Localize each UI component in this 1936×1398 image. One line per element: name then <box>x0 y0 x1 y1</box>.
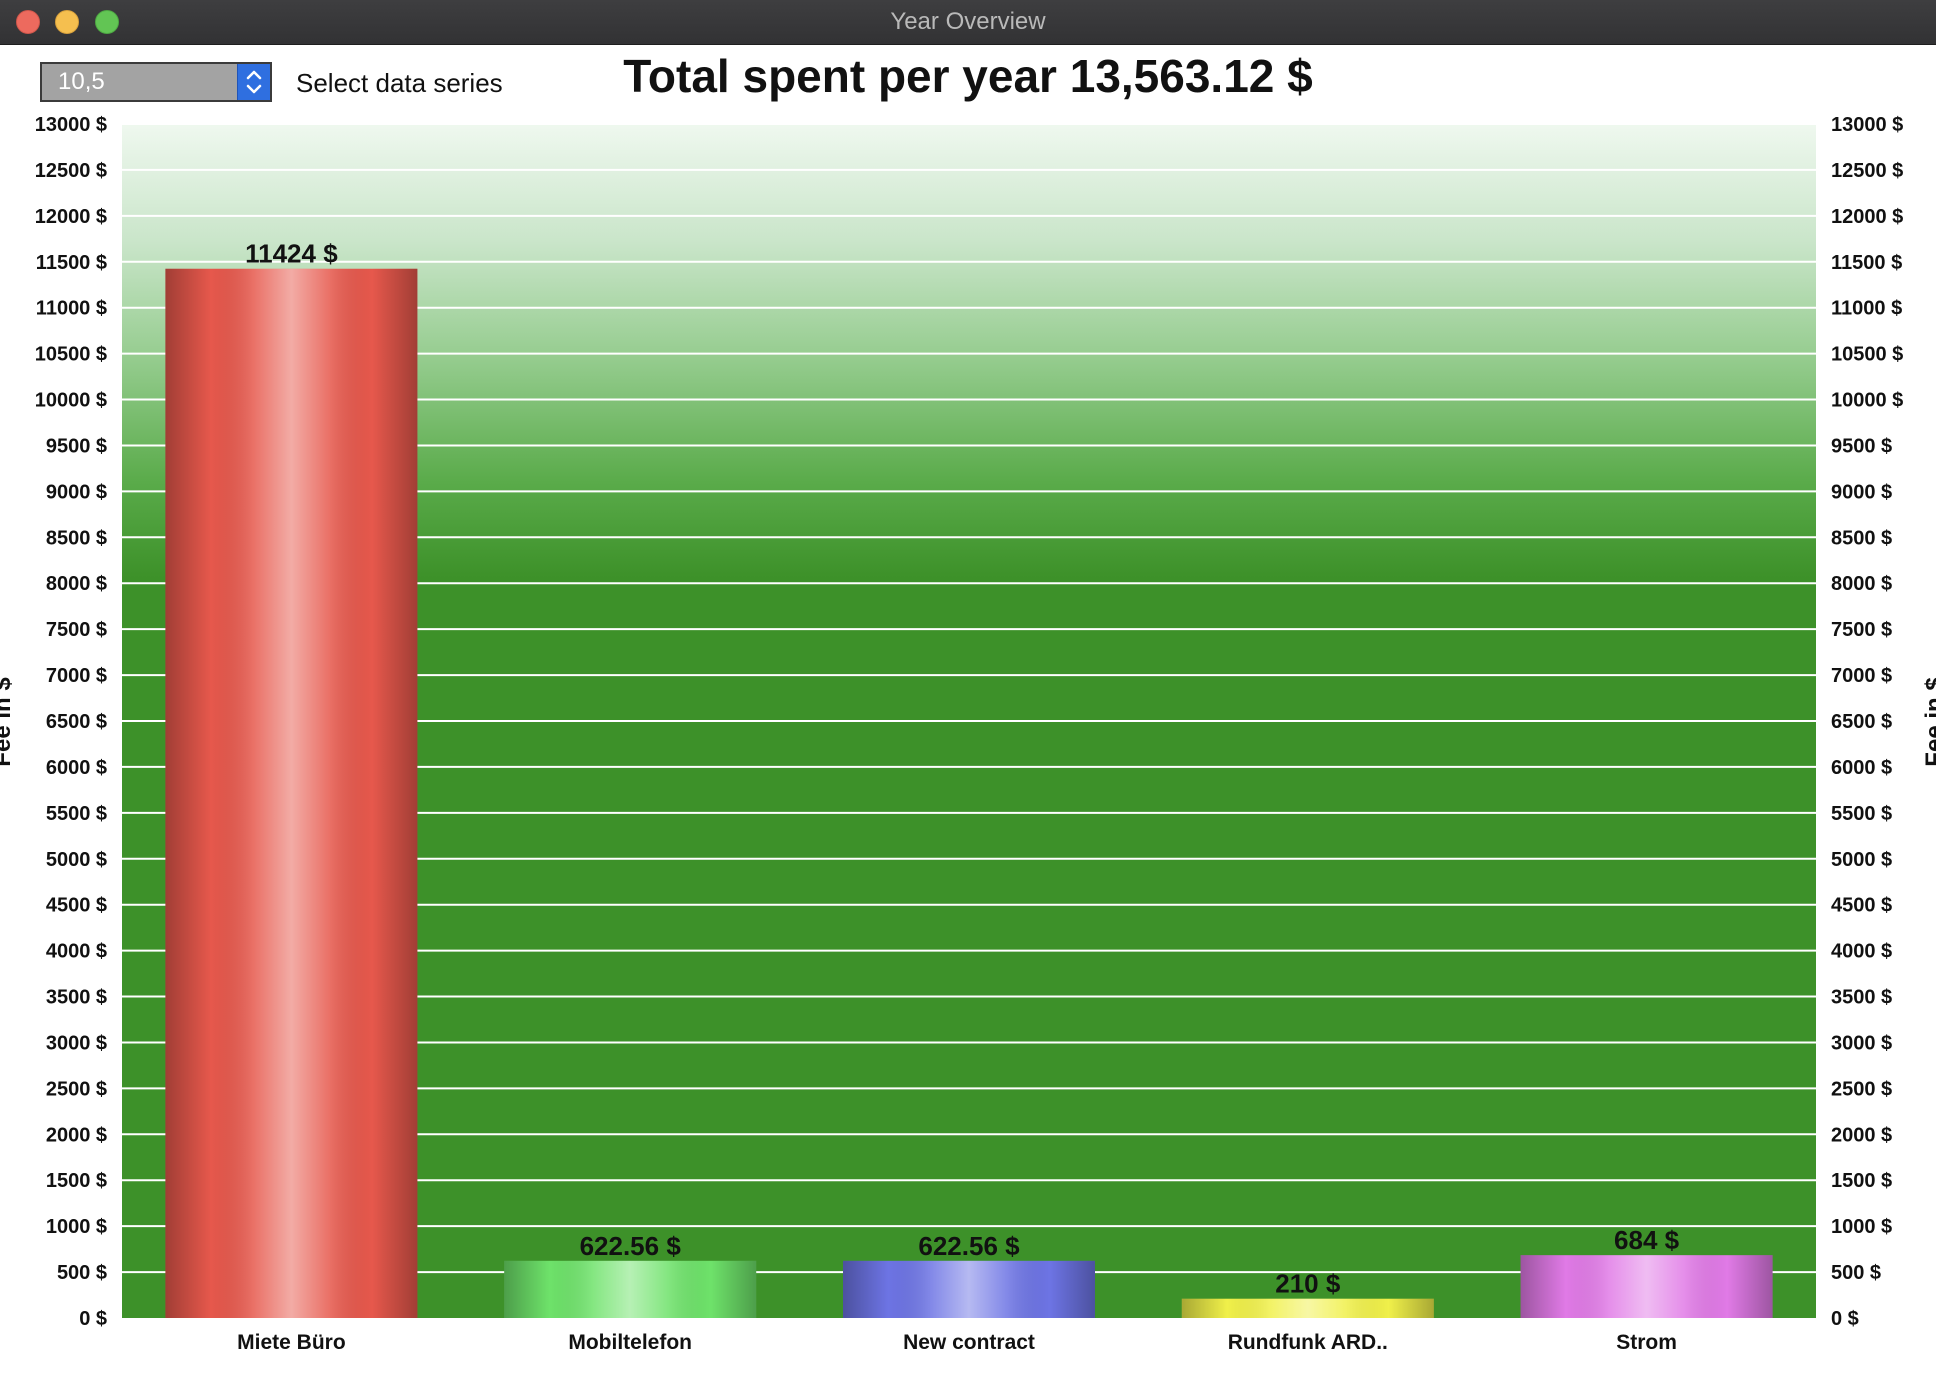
y-tick-label-left: 5000 $ <box>46 849 107 871</box>
y-tick-label-right: 3500 $ <box>1831 987 1892 1009</box>
y-axis-left: 0 $ 500 $ 1000 $ 1500 $ 2000 $ 2500 $ 3000 $ 35… <box>35 114 107 1330</box>
y-tick-label-left: 3500 $ <box>46 987 107 1009</box>
y-tick-label-right: 10000 $ <box>1831 390 1903 412</box>
y-tick-label-left: 1000 $ <box>46 1216 107 1238</box>
x-tick-label: Strom <box>1616 1331 1677 1354</box>
y-tick-label-right: 8500 $ <box>1831 527 1892 549</box>
y-tick-label-left: 2500 $ <box>46 1078 107 1100</box>
y-tick-label-right: 500 $ <box>1831 1262 1881 1284</box>
y-tick-label-right: 12500 $ <box>1831 160 1903 182</box>
y-tick-label-right: 6500 $ <box>1831 711 1892 733</box>
y-tick-label-left: 3000 $ <box>46 1032 107 1054</box>
bar-shading <box>1181 1298 1434 1318</box>
y-tick-label-left: 10000 $ <box>35 390 107 412</box>
y-tick-label-right: 1500 $ <box>1831 1170 1892 1192</box>
y-tick-label-right: 1000 $ <box>1831 1216 1892 1238</box>
y-tick-label-left: 11500 $ <box>36 252 107 274</box>
bar-value-label: 622.56 $ <box>580 1231 682 1261</box>
y-tick-label-right: 8000 $ <box>1831 573 1892 595</box>
chevron-up-down-icon <box>246 70 262 94</box>
y-axis-label-right: Fee in $ <box>1921 677 1936 767</box>
y-tick-label-right: 7000 $ <box>1831 665 1892 687</box>
x-tick-label: Mobiltelefon <box>568 1331 692 1354</box>
y-tick-label-right: 11000 $ <box>1831 298 1902 320</box>
y-tick-label-left: 6500 $ <box>46 711 107 733</box>
y-tick-label-left: 4500 $ <box>46 895 107 917</box>
zoom-window-button[interactable] <box>95 10 119 34</box>
minimize-window-button[interactable] <box>55 10 79 34</box>
y-tick-label-right: 2000 $ <box>1831 1124 1892 1146</box>
bar-shading <box>165 268 418 1319</box>
series-select[interactable]: 10,5 <box>40 62 272 102</box>
y-axis-right: 0 $ 500 $ 1000 $ 1500 $ 2000 $ 2500 $ 3000 $ 35… <box>1831 114 1903 1330</box>
y-tick-label-right: 5500 $ <box>1831 803 1892 825</box>
y-tick-label-right: 4000 $ <box>1831 941 1892 963</box>
title-bar[interactable]: Year Overview <box>0 0 1936 45</box>
y-tick-label-left: 8000 $ <box>46 573 107 595</box>
bar-shading <box>843 1260 1095 1318</box>
y-tick-label-right: 10500 $ <box>1831 344 1903 366</box>
y-tick-label-right: 3000 $ <box>1831 1032 1892 1054</box>
y-tick-label-left: 2000 $ <box>46 1124 107 1146</box>
series-stepper[interactable] <box>237 64 270 100</box>
y-tick-label-left: 0 $ <box>79 1308 107 1330</box>
y-tick-label-right: 12000 $ <box>1831 206 1903 228</box>
close-window-button[interactable] <box>16 10 40 34</box>
y-tick-label-right: 5000 $ <box>1831 849 1892 871</box>
bar-value-label: 622.56 $ <box>918 1231 1020 1261</box>
y-tick-label-right: 11500 $ <box>1831 252 1902 274</box>
y-tick-label-right: 13000 $ <box>1831 114 1903 136</box>
y-tick-label-left: 5500 $ <box>46 803 107 825</box>
y-tick-label-left: 13000 $ <box>35 114 107 136</box>
series-select-label: Select data series <box>296 68 503 98</box>
y-tick-label-left: 7000 $ <box>46 665 107 687</box>
y-tick-label-left: 10500 $ <box>35 344 107 366</box>
x-tick-label: Rundfunk ARD.. <box>1228 1331 1388 1354</box>
y-tick-label-right: 0 $ <box>1831 1308 1859 1330</box>
y-tick-label-right: 9500 $ <box>1831 435 1892 457</box>
y-tick-label-left: 9000 $ <box>46 481 107 503</box>
bars <box>165 268 1773 1319</box>
x-tick-label: New contract <box>903 1331 1035 1354</box>
y-tick-label-left: 12500 $ <box>35 160 107 182</box>
y-tick-label-left: 1500 $ <box>46 1170 107 1192</box>
x-axis: Miete Büro Mobiltelefon New contract Rundfu… <box>237 1331 1677 1354</box>
bar-shading <box>504 1260 757 1318</box>
x-tick-label: Miete Büro <box>237 1331 346 1354</box>
bar-value-label: 11424 $ <box>245 239 338 269</box>
y-axis-label-left: Fee in $ <box>0 677 16 767</box>
y-tick-label-right: 2500 $ <box>1831 1078 1892 1100</box>
chart-title: Total spent per year 13,563.12 $ <box>623 50 1313 102</box>
y-tick-label-left: 7500 $ <box>46 619 107 641</box>
y-tick-label-left: 11000 $ <box>36 298 107 320</box>
y-tick-label-right: 6000 $ <box>1831 757 1892 779</box>
y-tick-label-right: 9000 $ <box>1831 481 1892 503</box>
bar-shading <box>1520 1255 1773 1318</box>
bar-value-labels: 11424 $ 622.56 $ 622.56 $ 210 $ 684 $ <box>245 239 1680 1299</box>
y-tick-label-left: 8500 $ <box>46 527 107 549</box>
y-tick-label-left: 500 $ <box>57 1262 107 1284</box>
y-tick-label-left: 6000 $ <box>46 757 107 779</box>
y-tick-label-right: 4500 $ <box>1831 895 1892 917</box>
y-tick-label-right: 7500 $ <box>1831 619 1892 641</box>
y-tick-label-left: 9500 $ <box>46 435 107 457</box>
bar-value-label: 684 $ <box>1614 1225 1680 1255</box>
window-title: Year Overview <box>890 8 1046 35</box>
series-select-value: 10,5 <box>58 68 105 95</box>
y-tick-label-left: 4000 $ <box>46 941 107 963</box>
bar-value-label: 210 $ <box>1275 1269 1341 1299</box>
y-tick-label-left: 12000 $ <box>35 206 107 228</box>
